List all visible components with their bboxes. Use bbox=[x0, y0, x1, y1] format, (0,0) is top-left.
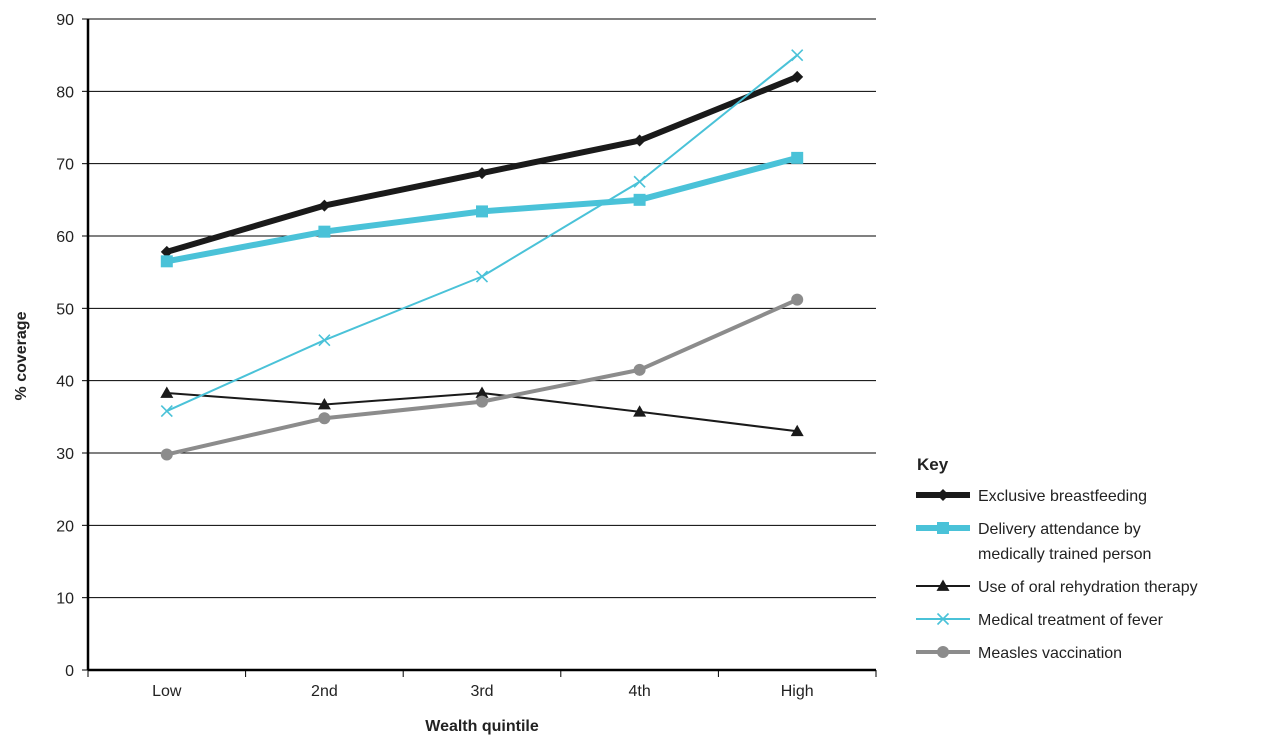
legend-item-0: Exclusive breastfeeding bbox=[916, 488, 1147, 505]
y-tick-label: 0 bbox=[65, 663, 74, 680]
x-tick-label: High bbox=[781, 683, 814, 700]
legend-label: Measles vaccination bbox=[978, 645, 1122, 662]
data-point bbox=[633, 134, 646, 147]
legend-label: Medical treatment of fever bbox=[978, 612, 1164, 629]
data-point bbox=[160, 448, 173, 461]
data-point bbox=[633, 175, 646, 188]
legend-marker bbox=[937, 646, 949, 658]
data-point bbox=[160, 404, 173, 418]
legend-label: Delivery attendance by bbox=[978, 521, 1141, 538]
series-lines bbox=[160, 49, 804, 461]
legend-label: medically trained person bbox=[978, 546, 1151, 563]
data-point bbox=[790, 424, 804, 437]
data-point bbox=[633, 193, 646, 206]
legend-marker bbox=[936, 579, 950, 591]
data-point bbox=[317, 398, 331, 410]
legend-marker bbox=[937, 522, 949, 534]
x-axis-title: Wealth quintile bbox=[425, 718, 539, 735]
legend-marker bbox=[937, 489, 949, 501]
data-point bbox=[633, 363, 646, 376]
data-point bbox=[318, 412, 331, 425]
x-tick-label: 4th bbox=[628, 683, 650, 700]
data-point bbox=[791, 70, 804, 83]
data-point bbox=[318, 225, 331, 238]
axes bbox=[82, 18, 877, 677]
y-tick-label: 30 bbox=[56, 446, 74, 463]
legend-title: Key bbox=[917, 455, 949, 474]
y-tick-label: 90 bbox=[56, 12, 74, 29]
data-point bbox=[791, 49, 804, 62]
data-point bbox=[160, 255, 173, 268]
legend-item-4: Measles vaccination bbox=[916, 645, 1122, 662]
legend-label: Exclusive breastfeeding bbox=[978, 488, 1147, 505]
series-line bbox=[163, 73, 801, 255]
y-tick-label: 70 bbox=[56, 157, 74, 174]
y-tick-label: 10 bbox=[56, 591, 74, 608]
data-point bbox=[160, 245, 173, 258]
data-point bbox=[633, 405, 647, 417]
legend-marker bbox=[936, 612, 950, 626]
series-line bbox=[165, 54, 799, 413]
data-point bbox=[476, 205, 488, 218]
legend-item-2: Use of oral rehydration therapy bbox=[916, 579, 1198, 596]
series-4 bbox=[160, 293, 804, 461]
legend: Key Exclusive breastfeeding Delivery atte… bbox=[916, 455, 1198, 662]
y-axis-title: % coverage bbox=[13, 311, 30, 400]
data-point bbox=[160, 386, 174, 398]
tick-labels: 0 10 20 30 40 50 60 70 80 90 Low 2nd 3rd 4th High bbox=[56, 12, 813, 700]
series-3 bbox=[160, 49, 804, 418]
series-line bbox=[164, 297, 800, 457]
series-2 bbox=[160, 386, 804, 437]
legend-item-3: Medical treatment of fever bbox=[916, 612, 1164, 629]
y-tick-label: 50 bbox=[56, 301, 74, 318]
data-point bbox=[475, 386, 489, 398]
data-point bbox=[476, 167, 488, 180]
legend-label: Use of oral rehydration therapy bbox=[978, 579, 1198, 596]
data-point bbox=[318, 334, 331, 347]
y-tick-label: 40 bbox=[56, 374, 74, 391]
y-tick-label: 60 bbox=[56, 229, 74, 246]
data-point bbox=[791, 293, 804, 306]
gridlines bbox=[88, 18, 876, 599]
data-point bbox=[318, 199, 331, 212]
y-tick-label: 80 bbox=[56, 84, 74, 101]
data-point bbox=[475, 270, 489, 283]
legend-items: Exclusive breastfeeding Delivery attendan… bbox=[916, 488, 1198, 662]
legend-item-1: Delivery attendance by medically trained … bbox=[916, 521, 1151, 563]
x-tick-label: 2nd bbox=[311, 683, 338, 700]
x-tick-label: 3rd bbox=[470, 683, 493, 700]
series-1 bbox=[160, 151, 804, 268]
x-tick-label: Low bbox=[152, 683, 182, 700]
data-point bbox=[791, 151, 804, 164]
data-point bbox=[476, 395, 488, 408]
series-0 bbox=[160, 70, 804, 258]
y-tick-label: 20 bbox=[56, 518, 74, 535]
